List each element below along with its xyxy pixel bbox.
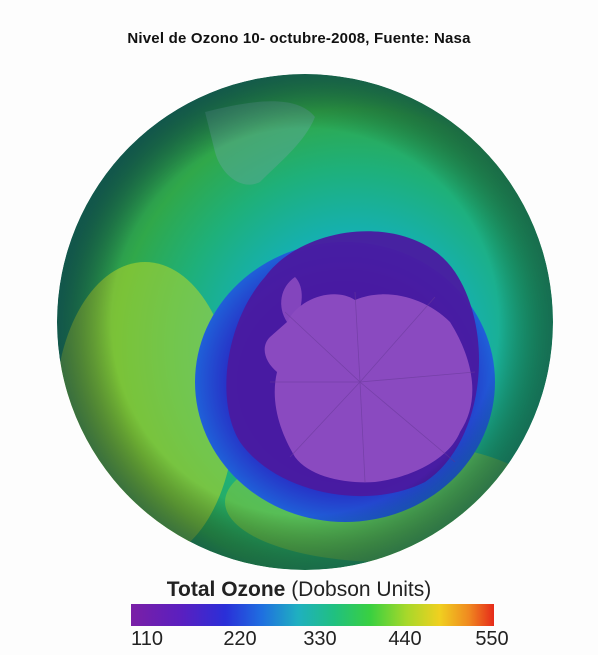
map-title: Nivel de Ozono 10- octubre-2008, Fuente:… [127, 30, 471, 47]
colorbar-ticks: 110 220 330 440 550 [0, 628, 598, 652]
legend-title: Total Ozone (Dobson Units) [0, 578, 598, 602]
tick-label: 550 [475, 628, 509, 650]
legend-title-units: (Dobson Units) [285, 578, 432, 601]
tick-label: 220 [223, 628, 257, 650]
tick-label: 110 [131, 628, 163, 650]
ozone-colorbar [131, 604, 494, 626]
legend-title-bold: Total Ozone [166, 578, 286, 601]
tick-label: 330 [303, 628, 337, 650]
tick-label: 440 [388, 628, 422, 650]
ozone-globe-map [57, 74, 553, 570]
